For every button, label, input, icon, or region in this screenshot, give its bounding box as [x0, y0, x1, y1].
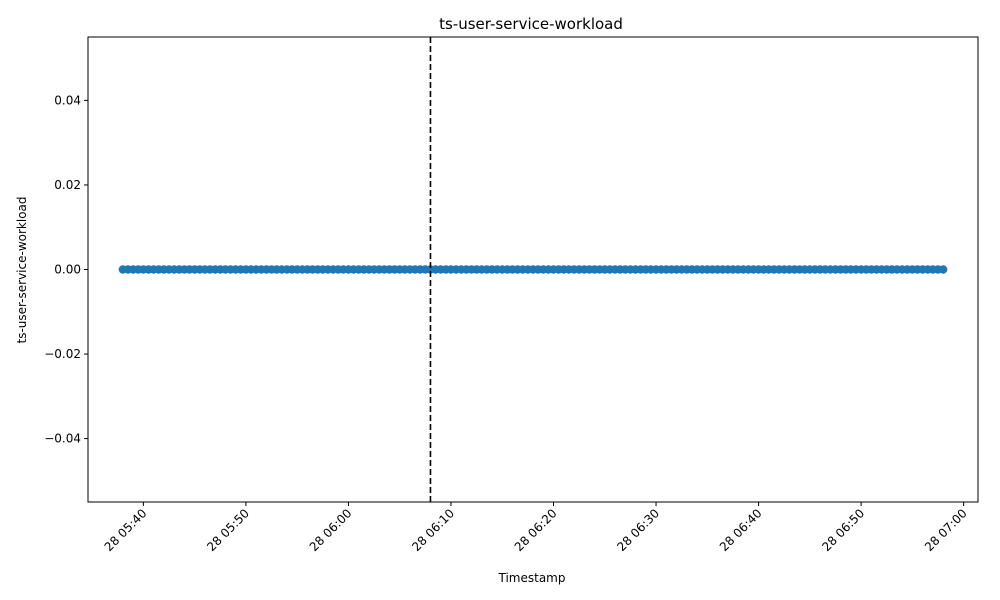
y-axis-label: ts-user-service-workload [15, 196, 29, 343]
x-tick-label: 28 05:50 [204, 506, 252, 554]
y-tick-label: 0.02 [54, 178, 81, 192]
x-tick-label: 28 06:40 [717, 506, 765, 554]
y-tick-label: −0.04 [44, 432, 81, 446]
x-tick-label: 28 07:00 [922, 506, 970, 554]
x-tick-label: 28 06:30 [614, 506, 662, 554]
y-tick-label: −0.02 [44, 347, 81, 361]
x-tick-label: 28 06:10 [409, 506, 457, 554]
y-tick-label: 0.00 [54, 263, 81, 277]
data-point [938, 265, 948, 274]
x-axis: 28 05:40 28 05:50 28 06:00 28 06:10 28 06:20… [102, 502, 970, 554]
y-tick-label: 0.04 [54, 93, 81, 107]
chart-title: ts-user-service-workload [439, 15, 623, 33]
x-tick-label: 28 05:40 [102, 506, 150, 554]
x-tick-label: 28 06:50 [819, 506, 867, 554]
y-axis: −0.04 −0.02 0.00 0.02 0.04 [44, 93, 88, 446]
plot-area [118, 37, 948, 502]
x-axis-label: Timestamp [498, 571, 566, 585]
x-tick-label: 28 06:00 [307, 506, 355, 554]
x-tick-label: 28 06:20 [512, 506, 560, 554]
